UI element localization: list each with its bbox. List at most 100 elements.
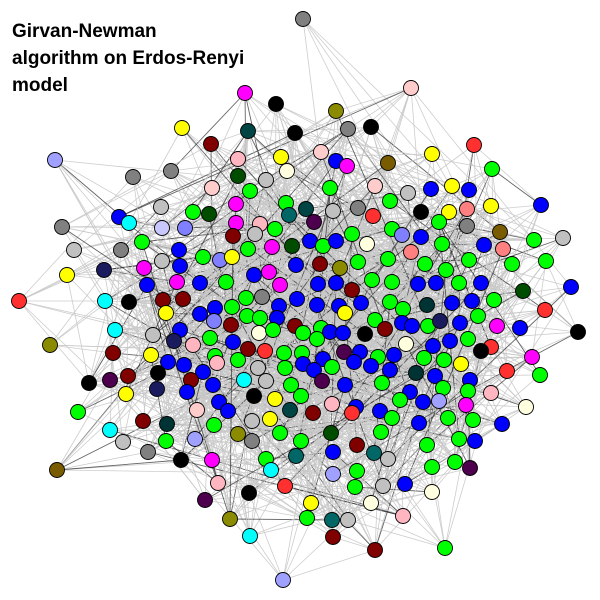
graph-node xyxy=(363,358,379,374)
graph-node xyxy=(175,291,191,307)
graph-edge xyxy=(237,87,412,160)
graph-edge xyxy=(257,367,446,549)
graph-node xyxy=(337,305,353,321)
graph-node xyxy=(113,242,129,258)
graph-node xyxy=(555,230,571,246)
graph-node xyxy=(202,330,218,346)
graph-node xyxy=(380,251,396,267)
graph-node xyxy=(504,256,520,272)
graph-edge xyxy=(282,267,341,581)
graph-node xyxy=(154,253,170,269)
graph-edge xyxy=(483,244,579,333)
graph-node xyxy=(145,327,161,343)
graph-node xyxy=(139,277,155,293)
graph-edge xyxy=(268,271,376,551)
graph-node xyxy=(464,293,480,309)
graph-edge xyxy=(73,249,106,302)
graph-node xyxy=(494,416,510,432)
graph-node xyxy=(532,367,548,383)
graph-edge xyxy=(289,409,406,485)
graph-node xyxy=(272,425,288,441)
graph-edge xyxy=(194,438,308,519)
graph-node xyxy=(268,96,284,112)
graph-edge xyxy=(157,372,213,461)
graph-edge xyxy=(280,153,433,158)
graph-node xyxy=(335,325,351,341)
graph-node xyxy=(282,402,298,418)
graph-node xyxy=(257,343,273,359)
graph-node xyxy=(251,325,267,341)
graph-node xyxy=(239,308,255,324)
graph-node xyxy=(224,249,240,265)
graph-node xyxy=(340,512,356,528)
graph-node xyxy=(240,123,256,139)
graph-node xyxy=(118,386,134,402)
graph-node xyxy=(284,238,300,254)
graph-node xyxy=(451,275,467,291)
graph-node xyxy=(206,417,222,433)
graph-node xyxy=(367,542,383,558)
page-title: Girvan-Newman algorithm on Erdos-Renyi m… xyxy=(12,18,312,99)
graph-edge xyxy=(275,103,535,241)
graph-node xyxy=(380,451,396,467)
graph-edge xyxy=(142,308,404,422)
graph-node xyxy=(166,333,182,349)
graph-edge xyxy=(232,128,349,343)
graph-node xyxy=(225,334,241,350)
graph-node xyxy=(288,448,304,464)
graph-edge xyxy=(49,267,145,346)
graph-node xyxy=(288,257,304,273)
graph-node xyxy=(70,404,86,420)
graph-edge xyxy=(370,126,501,233)
graph-edge xyxy=(347,87,412,130)
graph-edge xyxy=(147,320,215,453)
graph-edge xyxy=(271,128,349,248)
graph-edge xyxy=(128,126,372,224)
graph-node xyxy=(115,434,131,450)
graph-node xyxy=(295,11,311,27)
graph-node xyxy=(309,297,325,313)
graph-node xyxy=(163,163,179,179)
graph-node xyxy=(172,258,188,274)
graph-node xyxy=(230,151,246,167)
graph-node xyxy=(400,185,416,201)
graph-node xyxy=(195,249,211,265)
graph-node xyxy=(121,294,137,310)
graph-edge xyxy=(170,170,237,205)
graph-node xyxy=(512,320,528,336)
graph-node xyxy=(158,433,174,449)
graph-node xyxy=(237,85,253,101)
graph-edge xyxy=(128,241,143,303)
graph-node xyxy=(173,452,189,468)
graph-edge xyxy=(374,461,456,551)
graph-node xyxy=(537,302,553,318)
graph-edge xyxy=(332,451,404,517)
graph-edge xyxy=(118,132,296,218)
graph-node xyxy=(473,343,489,359)
graph-edge xyxy=(473,144,542,206)
graph-node xyxy=(444,178,460,194)
graph-node xyxy=(293,433,309,449)
graph-edge xyxy=(132,176,143,243)
graph-edge xyxy=(212,384,404,517)
graph-node xyxy=(363,119,379,135)
graph-node xyxy=(492,224,508,240)
graph-node xyxy=(42,337,58,353)
graph-node xyxy=(373,424,389,440)
graph-node xyxy=(49,462,65,478)
graph-node xyxy=(201,206,217,222)
graph-node xyxy=(54,219,70,235)
graph-node xyxy=(339,158,355,174)
graph-edge xyxy=(399,399,404,517)
graph-edge xyxy=(122,410,229,443)
graph-node xyxy=(155,292,171,308)
graph-edge xyxy=(56,459,182,471)
graph-node xyxy=(244,433,260,449)
graph-node xyxy=(179,384,195,400)
graph-node xyxy=(340,121,356,137)
graph-edge xyxy=(374,343,407,551)
graph-edge xyxy=(274,103,277,230)
graph-node xyxy=(336,344,352,360)
graph-node xyxy=(524,349,540,365)
graph-node xyxy=(258,373,274,389)
